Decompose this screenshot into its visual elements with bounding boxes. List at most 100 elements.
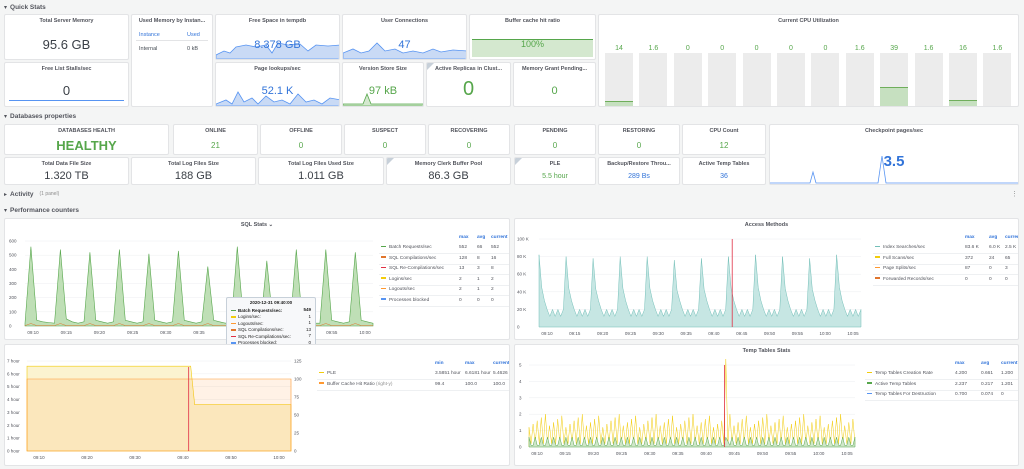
tooltip-swatch: [231, 322, 236, 324]
info-corner-icon[interactable]: [387, 158, 394, 165]
panel-title: RESTORING: [622, 128, 656, 134]
panel-cpu-utilization[interactable]: Current CPU Utilization 14cpu_01.6cpu_10…: [598, 14, 1019, 107]
panel-log-used[interactable]: Total Log Files Used Size 1.011 GB: [258, 157, 384, 185]
tooltip-swatch: [231, 316, 236, 318]
info-corner-icon[interactable]: [515, 158, 522, 165]
legend-header: max: [465, 361, 475, 366]
access-methods-legend: max avg current Index Searches/sec 83.6 K 6.0…: [871, 235, 1018, 335]
row-performance-counters[interactable]: ▾ Performance counters: [4, 206, 80, 214]
cpu-bar-value: 1.6: [923, 45, 934, 52]
row-databases-properties[interactable]: ▾ Databases properties: [4, 112, 77, 120]
panel-recovering[interactable]: RECOVERING 0: [428, 124, 510, 155]
panel-databases-health[interactable]: DATABASES HEALTH HEALTHY: [4, 124, 169, 155]
panel-suspect[interactable]: SUSPECT 0: [344, 124, 426, 155]
panel-cpu-count[interactable]: CPU Count 12: [682, 124, 766, 155]
panel-ple-chart[interactable]: 7 hour 6 hour 5 hour 4 hour 3 hour 2 hour 1 ho…: [4, 344, 510, 466]
cpu-bar: [673, 53, 702, 106]
legend-value: 2: [491, 287, 494, 292]
panel-used-memory[interactable]: Used Memory by Instan... Instance Used I…: [131, 14, 213, 107]
panel-version-store[interactable]: Version Store Size 97 kB: [342, 62, 424, 107]
legend-value: 552: [491, 245, 500, 250]
sparkline: [216, 91, 339, 106]
x-tick-label: 09:55: [792, 331, 804, 336]
panel-restoring[interactable]: RESTORING 0: [598, 124, 680, 155]
row-activity[interactable]: ▸ Activity (1 panel): [4, 190, 60, 198]
panel-ple[interactable]: PLE 5.5 hour: [514, 157, 596, 185]
legend-value: 65: [1005, 255, 1011, 261]
legend-label: Forwarded Records/sec: [883, 276, 934, 282]
legend-divider: [379, 263, 509, 265]
panel-memory-clerk[interactable]: Memory Clerk Buffer Pool 86.3 GB: [386, 157, 511, 185]
y-tick-label: 40 K: [517, 289, 526, 294]
panel-free-list-stalls[interactable]: Free List Stalls/sec 0: [4, 62, 129, 107]
x-tick-label: 09:20: [588, 451, 600, 456]
y-tick-label: 20 K: [517, 307, 526, 312]
legend-value: 8: [491, 266, 494, 271]
panel-total-data-file[interactable]: Total Data File Size 1.320 TB: [4, 157, 129, 185]
tooltip-row: Logins/sec: 1: [231, 314, 311, 321]
cpu-bar-fill: [605, 101, 633, 106]
row-quick-stats[interactable]: ▾ Quick Stats: [4, 3, 46, 11]
tooltip-label: Logins/sec:: [238, 314, 261, 320]
column-header-instance[interactable]: Instance: [139, 32, 160, 38]
panel-memory-grant[interactable]: Memory Grant Pending... 0: [513, 62, 596, 107]
panel-total-log-files[interactable]: Total Log Files Size 188 GB: [131, 157, 256, 185]
panel-title: Memory Clerk Buffer Pool: [414, 161, 483, 167]
legend-swatch: [381, 298, 386, 300]
x-tick-label: 09:15: [569, 331, 581, 336]
x-tick-label: 09:35: [193, 330, 205, 335]
legend-value: 128: [459, 255, 468, 261]
tooltip-row: Processes blocked: 0: [231, 340, 311, 347]
sparkline: [343, 42, 466, 59]
tooltip-swatch: [231, 342, 236, 344]
cpu-bar-value: 0: [720, 45, 725, 52]
panel-active-temp-tables[interactable]: Active Temp Tables 36: [682, 157, 766, 185]
series-batch-requests: [24, 246, 374, 327]
cpu-bar: [708, 53, 737, 106]
panel-title: Total Log Files Size: [168, 161, 219, 167]
x-tick-label: 09:30: [129, 455, 141, 460]
legend-divider: [873, 274, 1018, 275]
panel-access-methods[interactable]: Access Methods 100 K 80 K 60 K 40 K 20 K 0 09:…: [514, 218, 1019, 340]
legend-value: 1.201: [1001, 381, 1014, 387]
legend-value: 0.074: [981, 392, 994, 397]
legend-swatch: [319, 382, 324, 384]
panel-buffer-cache-hit[interactable]: Buffer cache hit ratio 100%: [469, 14, 596, 60]
x-tick-label: 10:00: [820, 331, 832, 336]
panel-title[interactable]: SQL Stats ⌄: [240, 222, 274, 228]
drag-handle-icon[interactable]: ⋮: [1011, 191, 1018, 198]
legend-value: 0.217: [981, 381, 994, 387]
legend-label: Logins/sec: [389, 276, 412, 282]
cpu-bar: [811, 53, 840, 106]
panel-title: Total Data File Size: [41, 161, 92, 167]
panel-active-replicas[interactable]: Active Replicas in Clust... 0: [426, 62, 511, 107]
panel-offline[interactable]: OFFLINE 0: [260, 124, 342, 155]
x-tick-label: 10:00: [359, 330, 371, 335]
panel-user-connections[interactable]: User Connections 47: [342, 14, 467, 60]
panel-temp-tables[interactable]: Temp Tables Stats 5 4 3 2 1 0 09:10 09:15 09:20 0…: [514, 344, 1019, 466]
info-corner-icon[interactable]: [427, 63, 434, 70]
panel-page-lookups[interactable]: Page lookups/sec 52.1 K: [215, 62, 340, 107]
stat-value: 0: [298, 141, 304, 150]
x-tick-label: 10:05: [847, 331, 859, 336]
panel-total-server-memory[interactable]: Total Server Memory 95.6 GB: [4, 14, 129, 60]
panel-online[interactable]: ONLINE 21: [173, 124, 258, 155]
legend-header: avg: [989, 235, 998, 240]
cpu-bar-value: 1.6: [854, 45, 865, 52]
panel-pending[interactable]: PENDING 0: [514, 124, 596, 155]
legend-divider: [873, 253, 1018, 254]
sparkline: [343, 92, 423, 106]
panel-title: Free List Stalls/sec: [41, 66, 92, 72]
panel-title: Total Server Memory: [39, 18, 94, 24]
legend-swatch: [875, 277, 880, 279]
ple-legend: min max current PLE 3.5851 hour 6.6181 hour 5.…: [315, 361, 509, 461]
panel-title: Free Space in tempdb: [248, 18, 307, 24]
y-tick-label: 4: [519, 379, 522, 384]
panel-free-space-tempdb[interactable]: Free Space in tempdb 8.378 GB: [215, 14, 340, 60]
legend-swatch: [381, 256, 386, 258]
sparkline: [216, 42, 339, 59]
x-tick-label: 09:15: [560, 451, 572, 456]
panel-checkpoint-pages[interactable]: Checkpoint pages/sec 3.5: [769, 124, 1019, 185]
column-header-used[interactable]: Used: [187, 32, 200, 38]
panel-backup-restore[interactable]: Backup/Restore Throu... 289 Bs: [598, 157, 680, 185]
